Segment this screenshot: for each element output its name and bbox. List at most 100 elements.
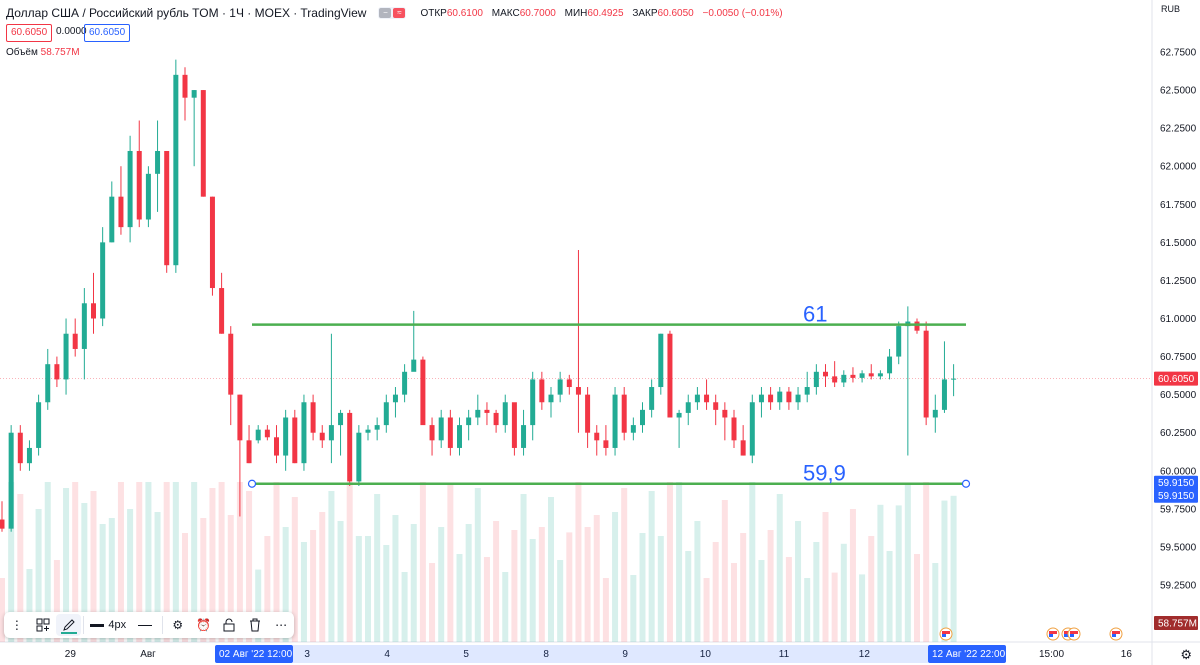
candle-body bbox=[392, 394, 398, 403]
line-width-label: 4px bbox=[108, 619, 127, 631]
support-line-handle-right[interactable] bbox=[961, 479, 971, 488]
volume-bar bbox=[236, 482, 243, 642]
us-flag-canton-icon bbox=[1049, 634, 1053, 637]
toolbar-divider bbox=[83, 616, 85, 634]
candle-body bbox=[319, 432, 325, 441]
chart-settings-gear-icon[interactable]: ⚙ bbox=[1180, 647, 1192, 662]
volume-bar bbox=[218, 482, 225, 642]
candle-body bbox=[493, 412, 499, 426]
candle-body bbox=[118, 196, 124, 228]
time-range-highlight bbox=[293, 645, 928, 663]
candle-body bbox=[859, 373, 865, 378]
volume-bar bbox=[328, 491, 335, 642]
drawing-toolbar: ⋮ 4px ⚙ ⏰ ⋯ bbox=[4, 612, 294, 638]
y-tick-label: 59.5000 bbox=[1160, 542, 1197, 553]
candle-body bbox=[640, 409, 645, 426]
us-flag-canton-icon bbox=[1070, 634, 1074, 637]
bid-price-box[interactable]: 60.6050 bbox=[6, 24, 53, 42]
more-icon[interactable]: ⋯ bbox=[275, 618, 288, 632]
volume-bar bbox=[209, 488, 216, 642]
candle-body bbox=[612, 394, 618, 448]
settings-icon[interactable]: ⚙ bbox=[172, 618, 184, 632]
time-tick-label: 4 bbox=[384, 649, 390, 660]
time-tick-label: 3 bbox=[304, 649, 310, 660]
time-highlight-right-bg bbox=[928, 645, 1006, 663]
line-color-swatch bbox=[60, 632, 77, 634]
candle-body bbox=[823, 371, 828, 377]
candle-body bbox=[45, 364, 51, 403]
volume-bar bbox=[621, 488, 628, 642]
candle-body bbox=[649, 387, 655, 410]
volume-bar bbox=[35, 509, 42, 642]
support-line-handle-left[interactable] bbox=[247, 479, 257, 488]
candle-body bbox=[54, 364, 60, 380]
candle-body bbox=[63, 333, 69, 380]
y-tick-label: 60.7500 bbox=[1160, 352, 1197, 363]
candle-body bbox=[621, 394, 627, 433]
volume-bar bbox=[127, 509, 134, 642]
chart-header: Доллар США / Российский рубль TOM · 1Ч ·… bbox=[6, 6, 789, 20]
alert-icon[interactable]: ⏰ bbox=[196, 618, 212, 632]
volume-bar bbox=[886, 551, 893, 642]
volume-bar bbox=[273, 482, 280, 642]
volume-bar bbox=[172, 482, 179, 642]
time-highlight-left: 02 Авг '22 12:00 bbox=[219, 649, 293, 660]
volume-label: Объём bbox=[6, 47, 38, 58]
candle-body bbox=[704, 394, 710, 403]
lock-icon[interactable] bbox=[217, 614, 243, 636]
support-level-annotation: 59,9 bbox=[803, 461, 846, 486]
ask-price-box[interactable]: 60.6050 bbox=[84, 24, 131, 42]
volume-bar bbox=[72, 482, 79, 642]
templates-icon[interactable] bbox=[30, 614, 56, 636]
volume-bar bbox=[108, 518, 115, 642]
time-tick-label: 5 bbox=[463, 649, 469, 660]
candle-body bbox=[777, 391, 783, 403]
candle-body bbox=[429, 425, 435, 441]
line-style-icon[interactable] bbox=[130, 614, 160, 636]
compare-toggle[interactable]: − ≈ bbox=[378, 7, 407, 19]
drag-handle-icon[interactable]: ⋮ bbox=[10, 618, 23, 632]
pencil-icon[interactable] bbox=[55, 614, 82, 636]
y-tick-label: 59.7500 bbox=[1160, 504, 1197, 515]
candle-body bbox=[411, 359, 417, 372]
candle-body bbox=[539, 379, 545, 403]
candle-body bbox=[694, 394, 700, 403]
line-width-selector[interactable]: 4px bbox=[86, 619, 130, 631]
candle-body bbox=[136, 150, 142, 220]
volume-bar bbox=[456, 554, 463, 642]
candle-body bbox=[475, 409, 481, 418]
volume-bar bbox=[584, 527, 591, 642]
volume-bar bbox=[483, 557, 490, 642]
candle-body bbox=[356, 432, 362, 482]
volume-bar bbox=[639, 533, 646, 642]
volume-bar bbox=[612, 512, 619, 642]
trash-icon[interactable] bbox=[242, 614, 268, 636]
spread-value: 0.0000 bbox=[56, 26, 87, 37]
candle-body bbox=[676, 412, 682, 418]
time-tick-label: 12 bbox=[859, 649, 871, 660]
candle-body bbox=[328, 425, 334, 441]
candle-body bbox=[795, 394, 801, 403]
volume-bar bbox=[785, 557, 792, 642]
candle-body bbox=[72, 333, 78, 349]
last-price-tag: 60.6050 bbox=[1158, 374, 1195, 385]
volume-bar bbox=[666, 482, 673, 642]
volume-bar bbox=[557, 560, 564, 642]
volume-bar bbox=[731, 563, 737, 642]
volume-bar bbox=[895, 505, 902, 642]
candle-body bbox=[264, 429, 270, 438]
candle-body bbox=[292, 417, 298, 464]
y-tick-label: 59.2500 bbox=[1160, 581, 1197, 592]
level-price-tag-2-bg bbox=[1154, 488, 1198, 503]
candle-body bbox=[502, 402, 508, 426]
candle-body bbox=[91, 303, 96, 319]
candle-body bbox=[731, 417, 737, 441]
candle-body bbox=[813, 371, 819, 388]
candle-body bbox=[173, 74, 179, 266]
candle-body bbox=[274, 437, 279, 456]
volume-bar bbox=[849, 509, 856, 642]
candle-body bbox=[530, 379, 536, 426]
candle-body bbox=[36, 402, 42, 448]
volume-bar bbox=[804, 578, 811, 642]
